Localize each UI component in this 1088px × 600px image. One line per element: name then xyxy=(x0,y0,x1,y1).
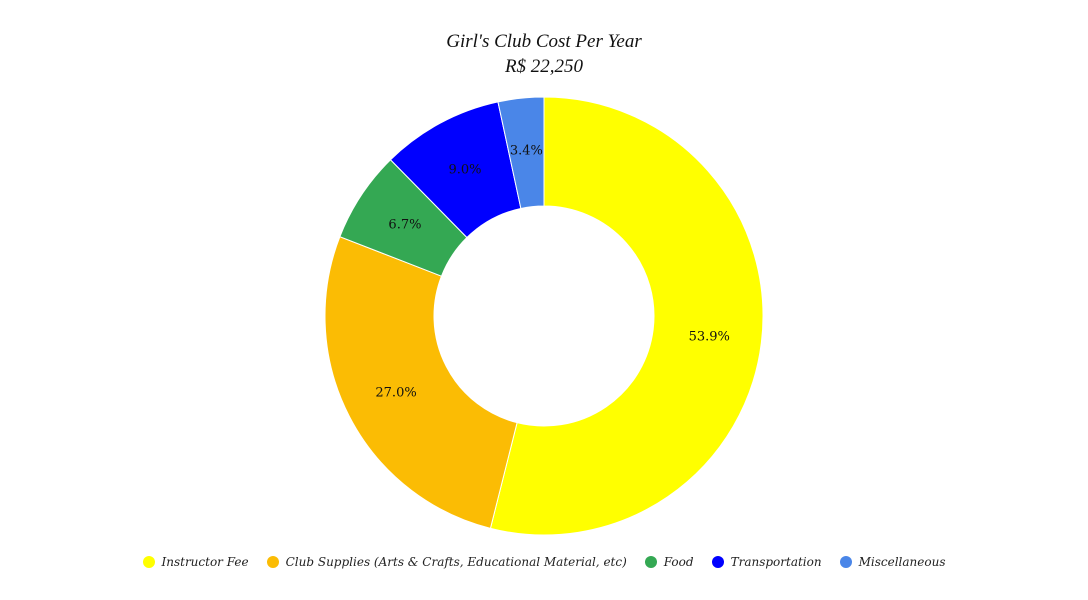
data-label-3: 9.0% xyxy=(449,162,482,177)
legend-item[interactable]: Club Supplies (Arts & Crafts, Educationa… xyxy=(266,555,627,569)
legend-item[interactable]: Food xyxy=(644,555,694,569)
legend: Instructor Fee Club Supplies (Arts & Craf… xyxy=(0,555,1088,569)
legend-label: Food xyxy=(663,555,694,569)
legend-label: Miscellaneous xyxy=(858,555,946,569)
data-label-1: 27.0% xyxy=(375,385,416,400)
legend-swatch xyxy=(644,556,657,568)
legend-label: Club Supplies (Arts & Crafts, Educationa… xyxy=(285,555,627,569)
legend-swatch xyxy=(839,556,852,568)
legend-item[interactable]: Instructor Fee xyxy=(142,555,249,569)
slice-4[interactable] xyxy=(497,96,545,210)
chart-subtitle: R$ 22,250 xyxy=(504,56,584,77)
chart-title: Girl's Club Cost Per Year xyxy=(446,31,642,52)
legend-swatch xyxy=(266,556,279,568)
legend-swatch xyxy=(142,556,155,568)
legend-item[interactable]: Transportation xyxy=(711,555,822,569)
legend-swatch xyxy=(711,556,724,568)
data-label-2: 6.7% xyxy=(388,217,421,232)
slice-1[interactable] xyxy=(324,236,518,529)
data-label-0: 53.9% xyxy=(689,330,730,345)
data-label-4: 3.4% xyxy=(510,143,543,158)
slice-0[interactable] xyxy=(489,96,764,536)
legend-label: Transportation xyxy=(730,555,822,569)
legend-label: Instructor Fee xyxy=(161,555,249,569)
legend-item[interactable]: Miscellaneous xyxy=(839,555,946,569)
